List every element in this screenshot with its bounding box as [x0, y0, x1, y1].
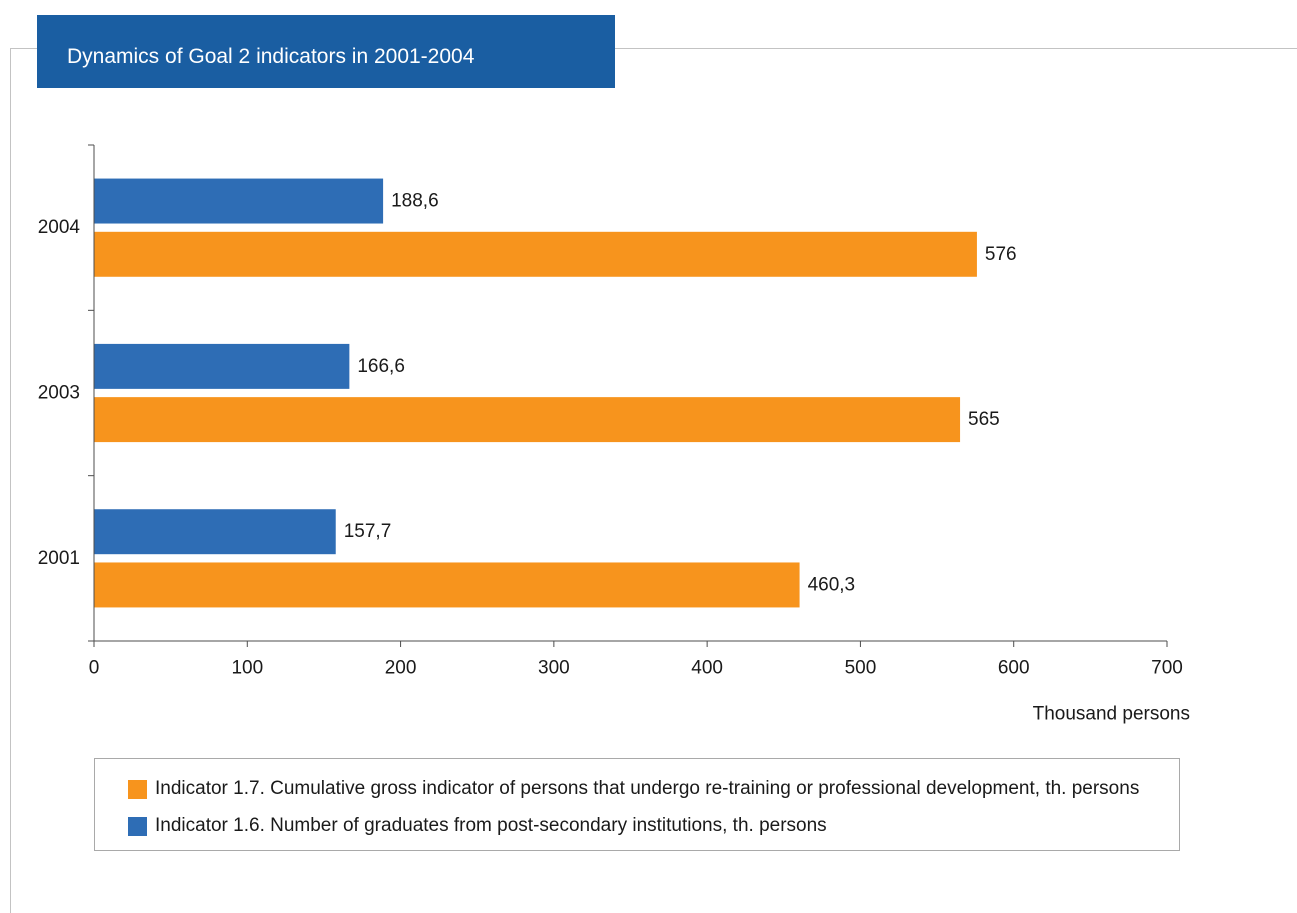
- x-tick-label: 300: [538, 658, 570, 679]
- x-tick-label: 600: [998, 658, 1030, 679]
- bar-2004-series-0: [94, 231, 977, 277]
- legend-item-indicator-1-7: Indicator 1.7. Cumulative gross indicato…: [128, 779, 1139, 799]
- x-tick-label: 200: [385, 658, 417, 679]
- bar-2001-series-0: [94, 562, 800, 608]
- labels-layer: 460,3 157,7 2001 565 166,6 2003 576 188,6 2004 0 1…: [38, 191, 1190, 725]
- x-tick-label: 0: [89, 658, 100, 679]
- legend-label: Indicator 1.6. Number of graduates from …: [155, 815, 827, 836]
- bar-2003-series-0: [94, 397, 961, 443]
- frame-top-line: [10, 48, 1297, 49]
- axes-layer: [88, 144, 1168, 647]
- data-label: 188,6: [391, 191, 439, 212]
- chart-title-banner: Dynamics of Goal 2 indicators in 2001-20…: [37, 15, 615, 88]
- data-label: 576: [985, 244, 1017, 265]
- legend: Indicator 1.7. Cumulative gross indicato…: [94, 758, 1180, 851]
- x-tick-label: 700: [1151, 658, 1183, 679]
- legend-swatch-blue: [128, 816, 147, 836]
- bar-2003-series-1: [94, 343, 350, 389]
- legend-label: Indicator 1.7. Cumulative gross indicato…: [155, 778, 1140, 799]
- bars-layer: [94, 178, 977, 608]
- bar-2001-series-1: [94, 509, 336, 555]
- x-tick-label: 100: [231, 658, 263, 679]
- y-tick-label: 2003: [38, 383, 80, 404]
- y-tick-label: 2004: [38, 217, 81, 238]
- frame-left-line: [10, 48, 11, 913]
- legend-item-indicator-1-6: Indicator 1.6. Number of graduates from …: [128, 816, 827, 836]
- bar-2004-series-1: [94, 178, 384, 224]
- legend-swatch-orange: [128, 779, 147, 799]
- data-label: 460,3: [808, 574, 856, 595]
- y-tick-label: 2001: [38, 548, 80, 569]
- data-label: 166,6: [357, 356, 405, 377]
- x-tick-label: 500: [845, 658, 877, 679]
- x-axis-title: Thousand persons: [1033, 704, 1190, 725]
- x-tick-label: 400: [691, 658, 723, 679]
- data-label: 157,7: [344, 521, 392, 542]
- data-label: 565: [968, 409, 1000, 430]
- chart-title: Dynamics of Goal 2 indicators in 2001-20…: [67, 45, 475, 68]
